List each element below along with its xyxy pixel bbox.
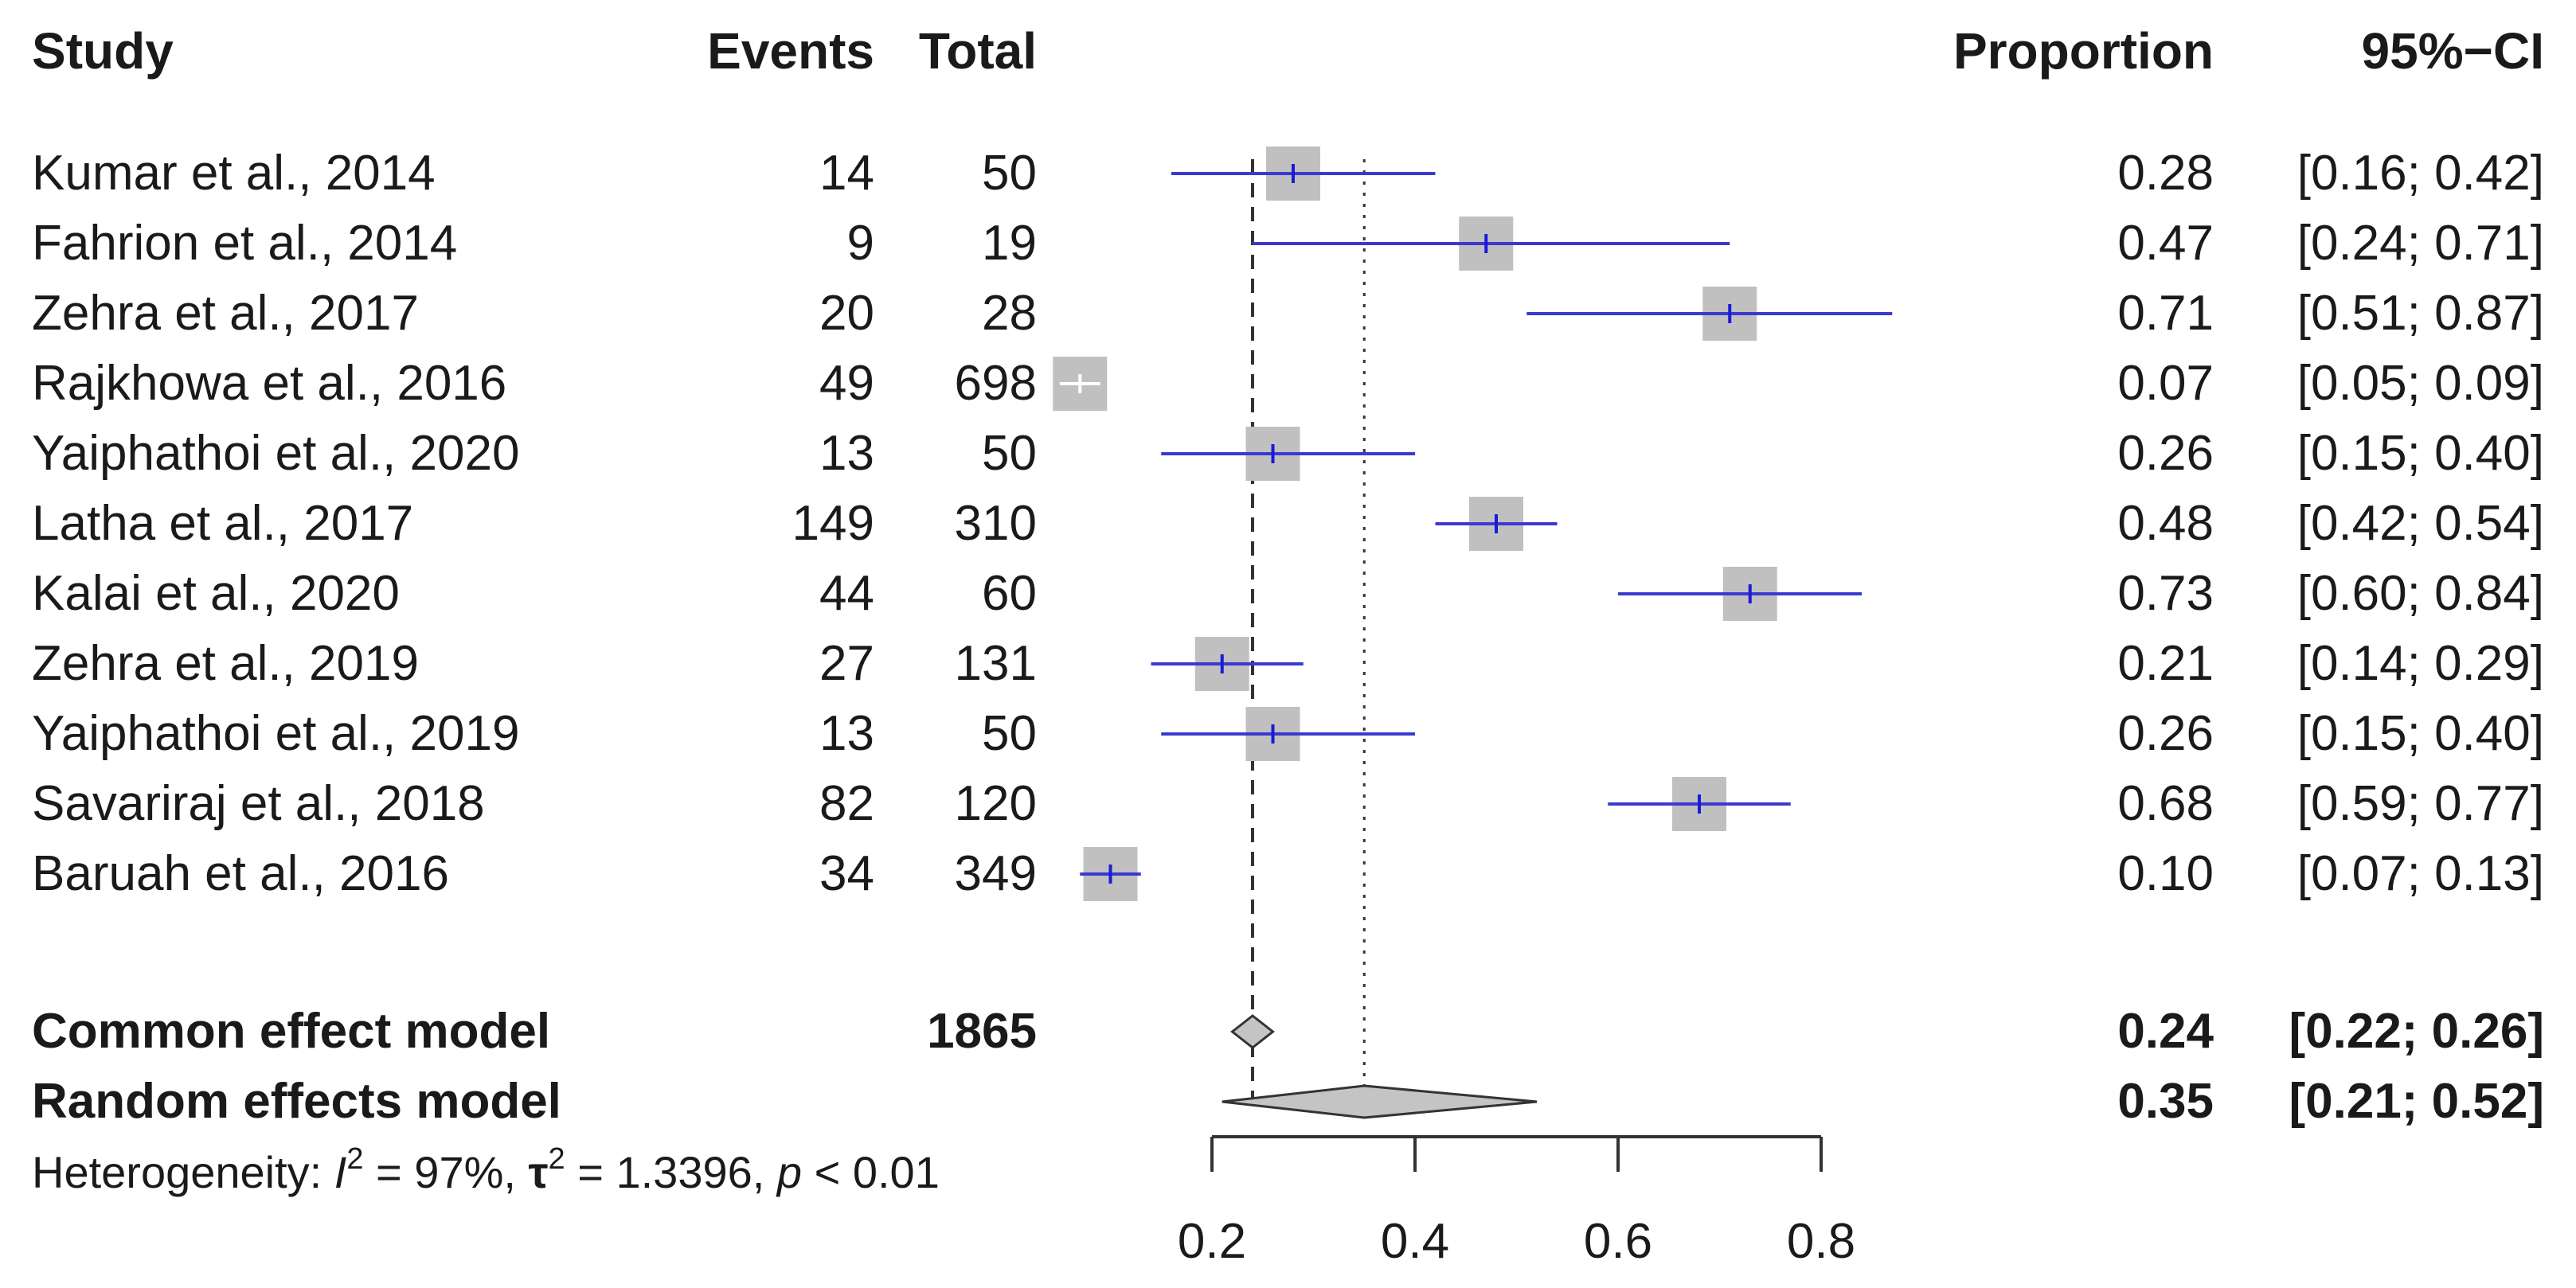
common-effect-proportion: 0.24 <box>2117 1004 2214 1059</box>
study-ci: [0.59; 0.77] <box>2297 776 2544 831</box>
study-name: Yaiphathoi et al., 2019 <box>32 706 519 761</box>
header-proportion: Proportion <box>1953 22 2214 80</box>
study-proportion: 0.21 <box>2117 636 2214 691</box>
x-axis-tick-label: 0.4 <box>1381 1214 1449 1269</box>
random-effects-diamond <box>1222 1084 1538 1119</box>
study-name: Kumar et al., 2014 <box>32 146 436 201</box>
study-total: 50 <box>982 706 1037 761</box>
study-proportion: 0.07 <box>2117 356 2214 411</box>
study-name: Baruah et al., 2016 <box>32 846 449 901</box>
study-total: 60 <box>982 566 1037 621</box>
study-ci: [0.15; 0.40] <box>2297 426 2544 481</box>
common-effect-label: Common effect model <box>32 1004 550 1059</box>
study-events: 13 <box>819 706 874 761</box>
study-ci: [0.60; 0.84] <box>2297 566 2544 621</box>
study-ci: [0.14; 0.29] <box>2297 636 2544 691</box>
study-proportion: 0.68 <box>2117 776 2214 831</box>
study-events: 13 <box>819 426 874 481</box>
study-ci: [0.16; 0.42] <box>2297 146 2544 201</box>
header-total: Total <box>919 22 1037 80</box>
random-effects-ci: [0.21; 0.52] <box>2289 1074 2544 1129</box>
study-name: Rajkhowa et al., 2016 <box>32 356 506 411</box>
study-total: 131 <box>955 636 1037 691</box>
study-proportion: 0.26 <box>2117 706 2214 761</box>
study-events: 9 <box>847 216 874 271</box>
x-axis-tick-label: 0.8 <box>1787 1214 1855 1269</box>
study-proportion: 0.10 <box>2117 846 2214 901</box>
common-effect-diamond <box>1230 1014 1275 1049</box>
study-name: Fahrion et al., 2014 <box>32 216 457 271</box>
study-total: 698 <box>955 356 1037 411</box>
heterogeneity-text: Heterogeneity: I2 = 97%, τ2 = 1.3396, p … <box>32 1142 940 1197</box>
common-effect-ci: [0.22; 0.26] <box>2289 1004 2544 1059</box>
study-name: Savariraj et al., 2018 <box>32 776 485 831</box>
study-total: 50 <box>982 146 1037 201</box>
plot-marks <box>1053 146 1893 1119</box>
header-study: Study <box>32 22 174 80</box>
study-events: 82 <box>819 776 874 831</box>
study-total: 120 <box>955 776 1037 831</box>
study-events: 14 <box>819 146 874 201</box>
study-proportion: 0.71 <box>2117 286 2214 341</box>
study-proportion: 0.28 <box>2117 146 2214 201</box>
study-proportion: 0.47 <box>2117 216 2214 271</box>
study-events: 149 <box>792 496 874 551</box>
x-axis-tick-label: 0.2 <box>1178 1214 1246 1269</box>
study-events: 27 <box>819 636 874 691</box>
study-name: Kalai et al., 2020 <box>32 566 400 621</box>
study-name: Zehra et al., 2019 <box>32 636 419 691</box>
common-effect-total: 1865 <box>927 1004 1037 1059</box>
random-effects-proportion: 0.35 <box>2117 1074 2214 1129</box>
study-rows: Kumar et al., 2014 14 50 0.28 [0.16; 0.42] Fa… <box>32 146 2544 901</box>
study-total: 50 <box>982 426 1037 481</box>
header-events: Events <box>707 22 874 80</box>
study-events: 20 <box>819 286 874 341</box>
study-total: 349 <box>955 846 1037 901</box>
study-ci: [0.42; 0.54] <box>2297 496 2544 551</box>
study-ci: [0.15; 0.40] <box>2297 706 2544 761</box>
study-events: 34 <box>819 846 874 901</box>
study-ci: [0.51; 0.87] <box>2297 286 2544 341</box>
study-proportion: 0.26 <box>2117 426 2214 481</box>
header-ci: 95%−CI <box>2362 22 2544 80</box>
study-name: Zehra et al., 2017 <box>32 286 419 341</box>
study-total: 28 <box>982 286 1037 341</box>
study-ci: [0.07; 0.13] <box>2297 846 2544 901</box>
study-ci: [0.24; 0.71] <box>2297 216 2544 271</box>
study-name: Latha et al., 2017 <box>32 496 413 551</box>
study-proportion: 0.48 <box>2117 496 2214 551</box>
study-total: 310 <box>955 496 1037 551</box>
x-axis-tick-label: 0.6 <box>1584 1214 1652 1269</box>
study-events: 44 <box>819 566 874 621</box>
study-name: Yaiphathoi et al., 2020 <box>32 426 519 481</box>
random-effects-label: Random effects model <box>32 1074 561 1129</box>
study-ci: [0.05; 0.09] <box>2297 356 2544 411</box>
study-proportion: 0.73 <box>2117 566 2214 621</box>
study-total: 19 <box>982 216 1037 271</box>
x-axis: 0.2 0.4 0.6 0.8 <box>1178 1135 1855 1269</box>
study-events: 49 <box>819 356 874 411</box>
